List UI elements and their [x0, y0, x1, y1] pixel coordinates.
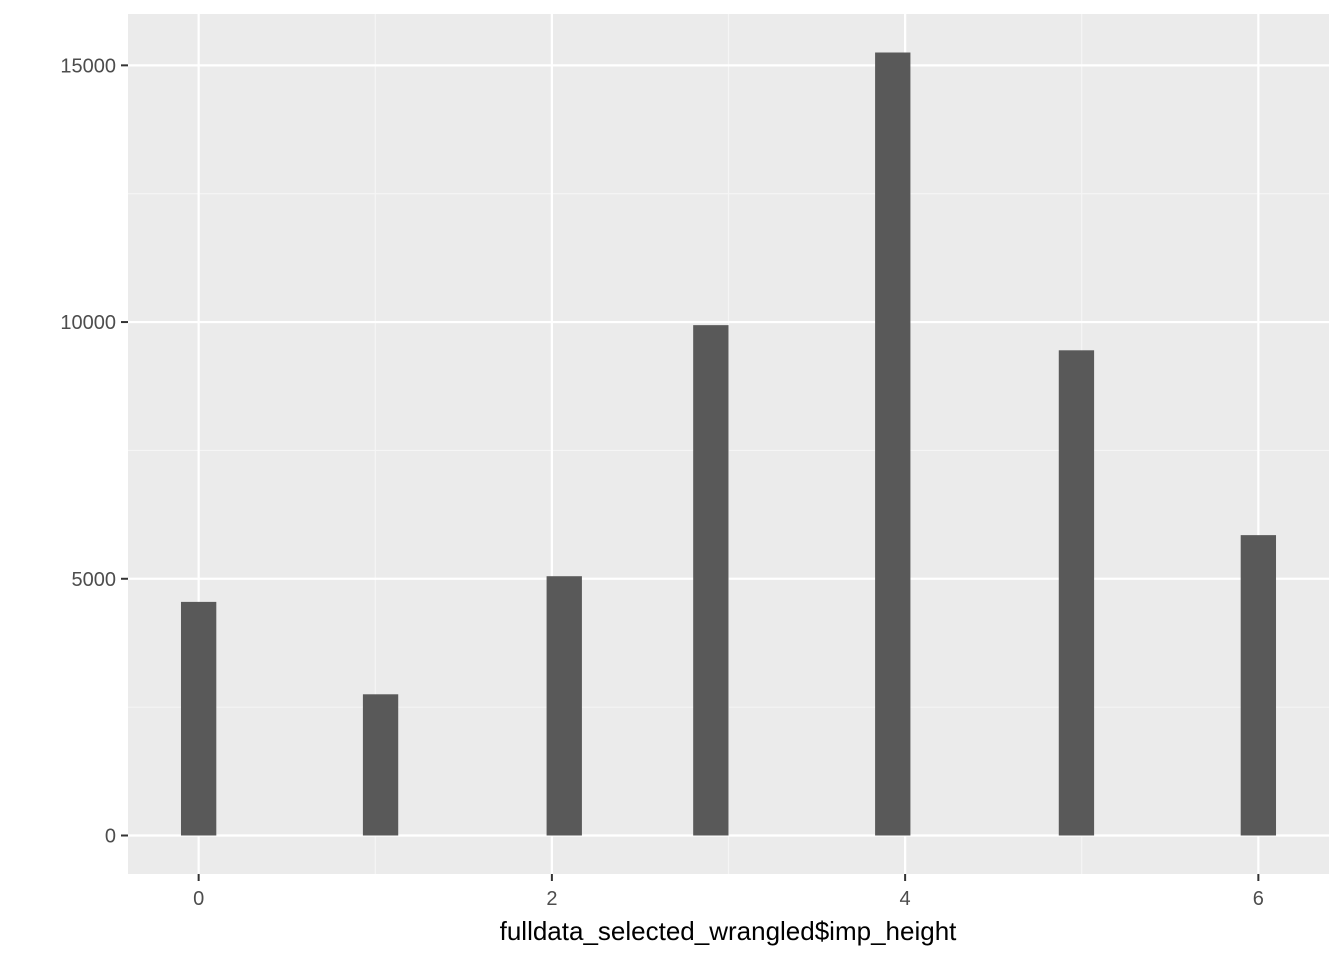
x-tick-label: 4 — [900, 888, 911, 910]
histogram-bar — [693, 325, 729, 836]
x-tick-label: 2 — [546, 888, 557, 910]
histogram-bar — [546, 576, 582, 836]
y-axis-ticks: 0 5000 10000 15000 — [60, 55, 128, 847]
histogram-bar — [362, 694, 399, 836]
histogram-bar — [180, 601, 217, 836]
x-tick-label: 0 — [193, 888, 204, 910]
histogram-bar — [1058, 350, 1095, 836]
histogram-bar — [875, 52, 911, 836]
x-axis-title: fulldata_selected_wrangled$imp_height — [500, 916, 958, 946]
y-tick-label: 15000 — [60, 55, 116, 77]
y-tick-label: 5000 — [72, 569, 117, 591]
histogram-bar — [1240, 535, 1277, 836]
x-tick-label: 6 — [1253, 888, 1264, 910]
bars — [180, 52, 1277, 836]
y-tick-label: 10000 — [60, 312, 116, 334]
x-axis-ticks: 0 2 4 6 — [193, 874, 1264, 910]
y-tick-label: 0 — [105, 825, 116, 847]
